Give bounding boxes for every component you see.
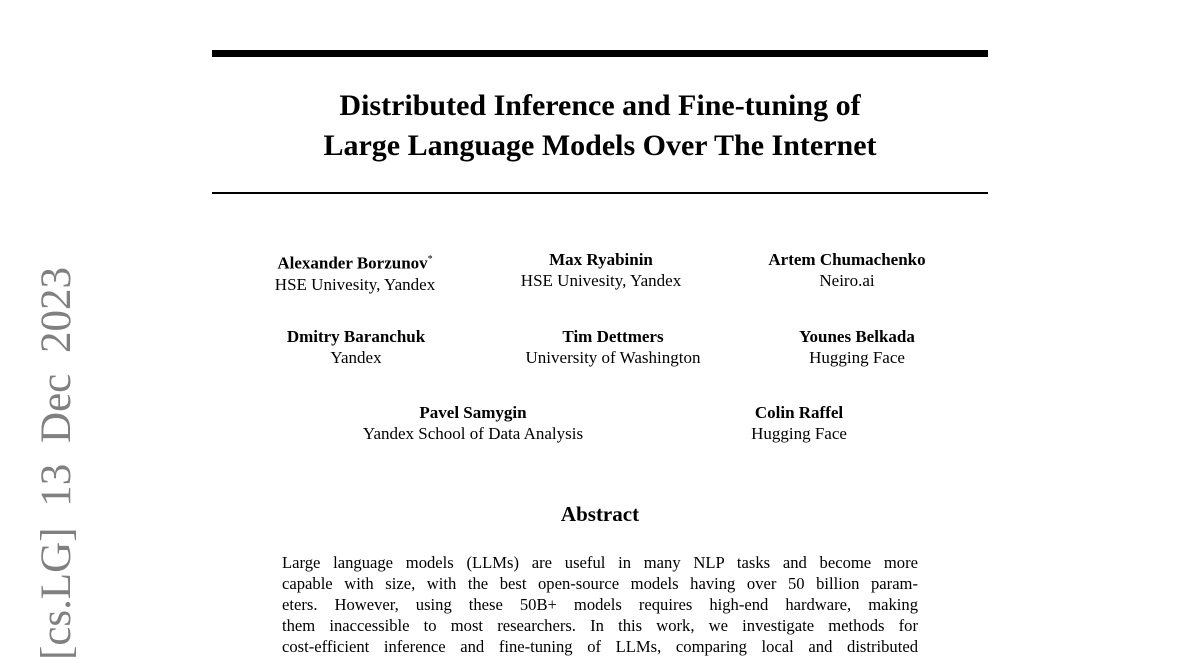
title-line: Distributed Inference and Fine-tuning of xyxy=(339,89,861,122)
author-name: Younes Belkada xyxy=(799,327,915,346)
author-affiliation: Hugging Face xyxy=(809,348,905,367)
author-name: Pavel Samygin xyxy=(419,403,527,422)
author: Dmitry Baranchuk Yandex xyxy=(206,326,506,368)
arxiv-category: [cs.LG] xyxy=(33,527,80,660)
author: Max Ryabinin HSE Univesity, Yandex xyxy=(451,249,751,291)
author: Tim Dettmers University of Washington xyxy=(463,326,763,368)
abstract-heading: Abstract xyxy=(560,502,640,526)
abstract-line: capable with size, with the best open-so… xyxy=(282,574,918,593)
abstract-line: Large language models (LLMs) are useful … xyxy=(282,553,918,572)
author-affiliation: Yandex xyxy=(330,348,382,367)
author-name: Alexander Borzunov xyxy=(277,253,428,273)
abstract-line: cost-efficient inference and fine-tuning… xyxy=(282,637,918,656)
author-affiliation: Yandex School of Data Analysis xyxy=(362,424,584,443)
author-affiliation: Neiro.ai xyxy=(819,271,875,290)
abstract-body: Large language models (LLMs) are useful … xyxy=(282,552,918,657)
author: Artem Chumachenko Neiro.ai xyxy=(697,249,997,291)
author: Alexander Borzunov* HSE Univesity, Yandex xyxy=(205,249,505,295)
author-affiliation: HSE Univesity, Yandex xyxy=(520,271,682,290)
author-name: Colin Raffel xyxy=(754,403,844,422)
author: Younes Belkada Hugging Face xyxy=(707,326,1007,368)
author-affiliation: HSE Univesity, Yandex xyxy=(274,274,436,294)
author-name: Tim Dettmers xyxy=(562,327,664,346)
author-name: Dmitry Baranchuk xyxy=(286,327,426,346)
title-rule xyxy=(212,192,988,194)
top-rule xyxy=(212,50,988,57)
author-name: Max Ryabinin xyxy=(549,250,653,269)
author: Pavel Samygin Yandex School of Data Analy… xyxy=(323,402,623,444)
arxiv-date: 13 Dec 2023 xyxy=(33,266,80,507)
arxiv-stamp: [cs.LG] 13 Dec 2023 xyxy=(32,267,81,660)
footnote-mark: * xyxy=(427,254,433,265)
author-name: Artem Chumachenko xyxy=(768,250,926,269)
author-affiliation: Hugging Face xyxy=(751,424,847,443)
author: Colin Raffel Hugging Face xyxy=(649,402,949,444)
paper-title: Distributed Inference and Fine-tuning of… xyxy=(212,86,988,166)
author-affiliation: University of Washington xyxy=(525,348,701,367)
abstract-line: eters. However, using these 50B+ models … xyxy=(282,595,918,614)
abstract-line: them inaccessible to most researchers. I… xyxy=(282,616,918,635)
title-line: Large Language Models Over The Internet xyxy=(323,129,877,162)
